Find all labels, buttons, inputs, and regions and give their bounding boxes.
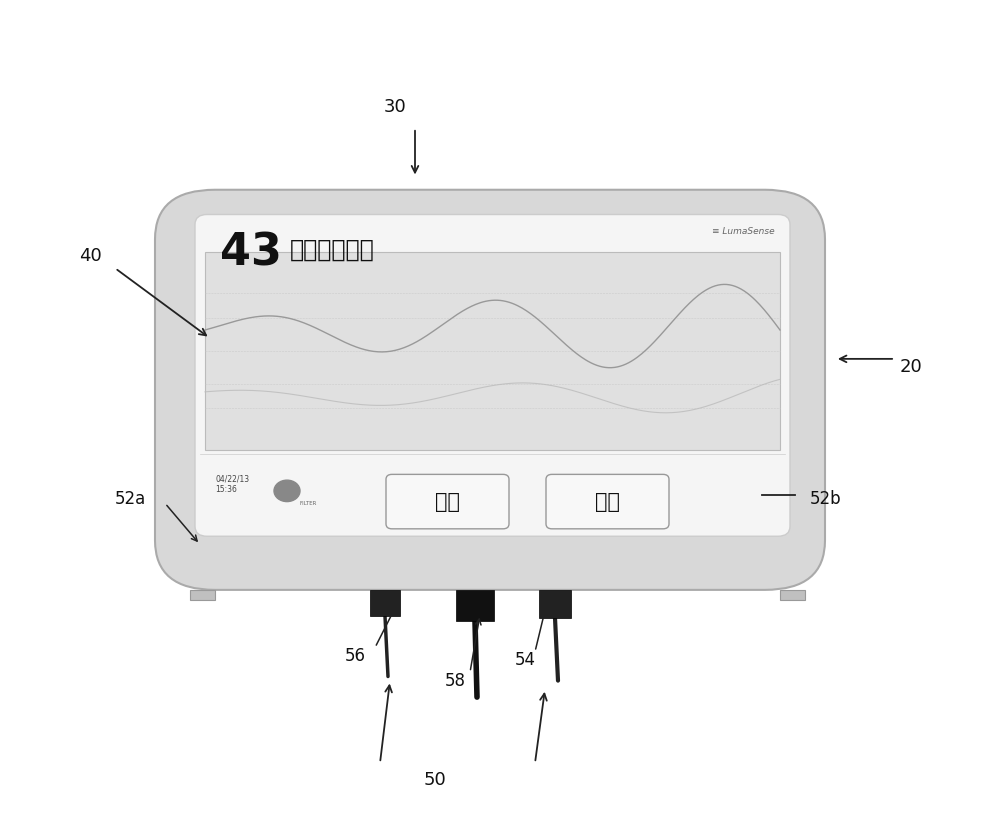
FancyBboxPatch shape	[155, 190, 825, 590]
FancyBboxPatch shape	[386, 474, 509, 529]
FancyBboxPatch shape	[546, 474, 669, 529]
Text: 52a: 52a	[114, 490, 146, 508]
Text: 菜单: 菜单	[595, 492, 620, 512]
Text: 40: 40	[79, 247, 101, 265]
Bar	[190, 590, 215, 600]
Text: 20: 20	[900, 358, 923, 376]
Text: 30: 30	[384, 98, 406, 116]
Text: ≡ LumaSense: ≡ LumaSense	[712, 227, 775, 236]
FancyBboxPatch shape	[205, 252, 780, 450]
Bar	[539, 590, 571, 618]
Bar	[780, 590, 805, 600]
Text: 50: 50	[424, 771, 446, 789]
Bar	[370, 590, 400, 616]
Text: 警告: 警告	[435, 492, 460, 512]
Text: 58: 58	[444, 672, 466, 690]
FancyBboxPatch shape	[195, 214, 790, 536]
Text: 43: 43	[220, 231, 282, 274]
Bar	[456, 590, 494, 621]
Circle shape	[274, 480, 300, 502]
Text: 体积百万分比: 体积百万分比	[290, 238, 375, 262]
Text: FILTER: FILTER	[300, 501, 317, 506]
Text: 52b: 52b	[810, 490, 842, 508]
Text: 04/22/13
15:36: 04/22/13 15:36	[215, 474, 249, 494]
Text: 54: 54	[514, 651, 536, 669]
Text: 56: 56	[344, 647, 366, 665]
